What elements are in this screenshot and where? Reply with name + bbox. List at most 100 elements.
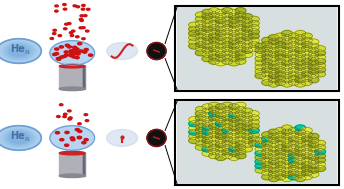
- Circle shape: [242, 142, 252, 148]
- Circle shape: [69, 117, 72, 119]
- Circle shape: [202, 52, 213, 57]
- Circle shape: [281, 47, 292, 53]
- Circle shape: [288, 127, 299, 133]
- Ellipse shape: [59, 87, 85, 91]
- Circle shape: [228, 116, 239, 122]
- Circle shape: [228, 18, 239, 24]
- Circle shape: [208, 115, 219, 121]
- Circle shape: [275, 58, 286, 64]
- Bar: [177, 7, 337, 90]
- Circle shape: [268, 64, 279, 70]
- Circle shape: [202, 129, 213, 135]
- Circle shape: [202, 121, 213, 127]
- Circle shape: [301, 140, 312, 146]
- Circle shape: [275, 161, 286, 167]
- Circle shape: [248, 41, 259, 47]
- Circle shape: [189, 39, 200, 45]
- Circle shape: [308, 171, 319, 177]
- Circle shape: [82, 4, 85, 6]
- Circle shape: [242, 133, 252, 139]
- Circle shape: [295, 163, 306, 169]
- Circle shape: [76, 36, 79, 38]
- Circle shape: [70, 137, 74, 139]
- Circle shape: [301, 153, 312, 159]
- Circle shape: [235, 106, 246, 112]
- Circle shape: [315, 140, 326, 146]
- Circle shape: [195, 136, 206, 142]
- Circle shape: [79, 18, 83, 20]
- Circle shape: [301, 170, 312, 176]
- Circle shape: [315, 63, 326, 69]
- Circle shape: [85, 120, 89, 122]
- Circle shape: [0, 128, 37, 148]
- Circle shape: [0, 126, 41, 150]
- Text: N: N: [24, 137, 29, 142]
- Circle shape: [71, 52, 75, 54]
- Circle shape: [202, 108, 213, 114]
- Circle shape: [242, 112, 252, 118]
- Circle shape: [275, 149, 286, 155]
- Circle shape: [288, 75, 299, 81]
- Circle shape: [315, 144, 326, 150]
- Circle shape: [65, 23, 68, 25]
- Circle shape: [215, 154, 226, 160]
- Circle shape: [255, 159, 266, 165]
- Circle shape: [301, 37, 312, 43]
- Circle shape: [57, 116, 60, 118]
- Circle shape: [208, 29, 219, 35]
- Circle shape: [208, 111, 219, 117]
- Circle shape: [235, 153, 246, 159]
- Circle shape: [268, 56, 279, 62]
- Circle shape: [215, 56, 226, 62]
- Circle shape: [262, 63, 272, 69]
- Circle shape: [55, 48, 59, 50]
- Circle shape: [202, 26, 213, 32]
- Circle shape: [67, 23, 71, 25]
- Circle shape: [58, 35, 62, 36]
- Circle shape: [268, 35, 279, 41]
- Circle shape: [275, 46, 286, 52]
- Circle shape: [64, 28, 67, 30]
- Circle shape: [222, 123, 233, 129]
- Circle shape: [235, 50, 246, 56]
- Circle shape: [78, 43, 82, 45]
- Circle shape: [308, 73, 319, 79]
- Circle shape: [228, 138, 239, 144]
- Circle shape: [308, 142, 319, 148]
- Circle shape: [69, 32, 73, 34]
- Circle shape: [202, 104, 213, 110]
- Circle shape: [288, 149, 299, 155]
- Circle shape: [295, 133, 306, 139]
- Circle shape: [315, 166, 326, 171]
- Circle shape: [65, 44, 69, 46]
- Circle shape: [202, 138, 213, 144]
- Circle shape: [262, 161, 272, 167]
- Circle shape: [268, 52, 279, 57]
- Circle shape: [301, 127, 312, 133]
- Circle shape: [248, 127, 259, 133]
- Text: He: He: [10, 44, 24, 54]
- Ellipse shape: [147, 129, 166, 146]
- Circle shape: [268, 60, 279, 66]
- Circle shape: [71, 51, 75, 53]
- Circle shape: [2, 42, 35, 60]
- Circle shape: [275, 144, 286, 150]
- Circle shape: [301, 33, 312, 39]
- Circle shape: [228, 146, 239, 152]
- Circle shape: [63, 8, 67, 10]
- Circle shape: [295, 35, 306, 41]
- Circle shape: [0, 127, 39, 149]
- Circle shape: [208, 102, 219, 108]
- Ellipse shape: [147, 43, 166, 60]
- Circle shape: [295, 73, 306, 79]
- Circle shape: [308, 150, 319, 156]
- Circle shape: [242, 30, 252, 36]
- Circle shape: [75, 48, 79, 50]
- Circle shape: [288, 67, 299, 73]
- Circle shape: [288, 37, 299, 43]
- Circle shape: [82, 27, 85, 29]
- Circle shape: [215, 60, 226, 66]
- Circle shape: [0, 41, 37, 61]
- Circle shape: [301, 71, 312, 77]
- Circle shape: [215, 104, 226, 110]
